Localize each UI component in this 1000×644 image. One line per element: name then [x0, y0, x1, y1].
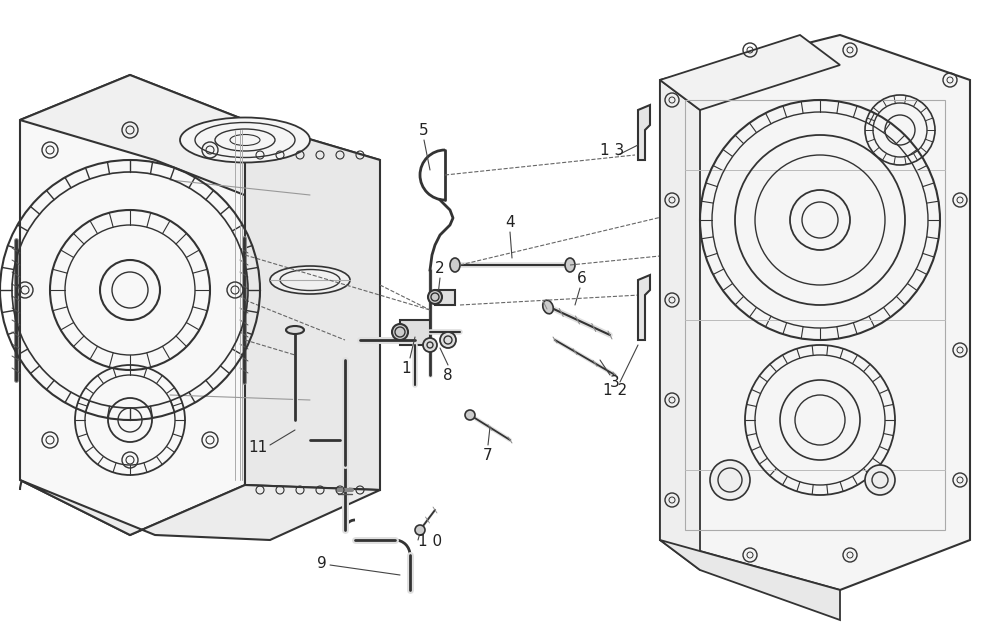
Circle shape	[710, 460, 750, 500]
Circle shape	[423, 338, 437, 352]
Polygon shape	[20, 75, 380, 205]
Ellipse shape	[450, 258, 460, 272]
Polygon shape	[660, 35, 970, 590]
Circle shape	[465, 410, 475, 420]
Polygon shape	[245, 120, 380, 490]
Text: 9: 9	[317, 556, 327, 571]
Polygon shape	[20, 480, 380, 540]
Bar	[435, 290, 455, 305]
Text: 1: 1	[401, 361, 411, 375]
Circle shape	[428, 290, 442, 304]
Ellipse shape	[286, 326, 304, 334]
Text: 5: 5	[419, 122, 429, 138]
Circle shape	[392, 324, 408, 340]
Text: 7: 7	[483, 448, 493, 462]
Polygon shape	[638, 105, 650, 160]
Bar	[400, 320, 430, 345]
Text: 2: 2	[435, 261, 445, 276]
Text: 8: 8	[443, 368, 453, 383]
Ellipse shape	[565, 258, 575, 272]
Polygon shape	[638, 275, 650, 340]
Text: 3: 3	[610, 375, 620, 390]
Ellipse shape	[543, 300, 553, 314]
Circle shape	[440, 332, 456, 348]
Text: 1 3: 1 3	[600, 142, 624, 158]
Text: 1 2: 1 2	[603, 383, 627, 397]
Bar	[685, 100, 945, 530]
Circle shape	[865, 465, 895, 495]
Text: 6: 6	[577, 270, 587, 285]
Ellipse shape	[270, 266, 350, 294]
Polygon shape	[660, 540, 840, 620]
Polygon shape	[660, 35, 840, 110]
Polygon shape	[20, 75, 245, 535]
Text: 4: 4	[505, 214, 515, 229]
Circle shape	[415, 525, 425, 535]
Text: 1 0: 1 0	[418, 535, 442, 549]
Ellipse shape	[180, 117, 310, 162]
Polygon shape	[660, 80, 700, 570]
Text: 11: 11	[248, 439, 268, 455]
